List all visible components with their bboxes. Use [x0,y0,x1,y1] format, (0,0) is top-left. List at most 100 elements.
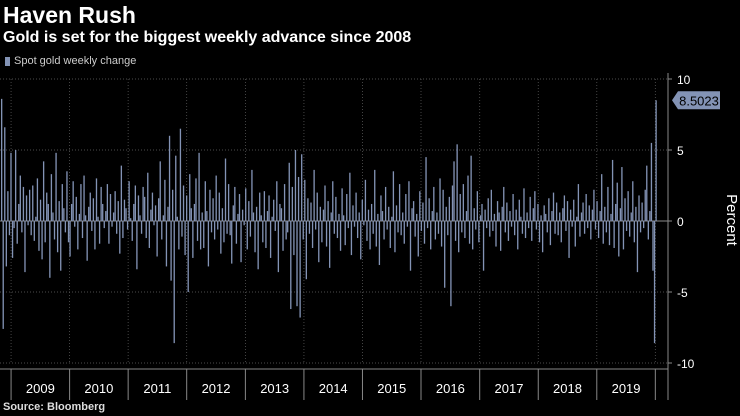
bar [285,221,287,240]
bar [226,221,228,234]
bar [605,221,608,233]
bar [618,221,620,257]
bar [430,221,432,250]
bar [329,221,331,268]
last-value-tag [672,91,720,110]
bar [114,191,116,221]
bar [307,198,309,221]
bar [287,221,289,233]
bar [18,203,20,221]
bar [277,221,280,273]
bar [627,191,629,221]
bar [470,155,472,221]
bar [611,159,614,221]
bar [237,213,239,221]
bar [546,221,548,233]
bar [148,221,150,248]
bar [229,221,231,236]
bar [576,216,578,221]
bar [210,221,213,233]
bar [254,221,256,253]
bar [84,215,87,221]
bar [301,154,303,221]
bar [395,205,398,221]
bar [4,127,6,221]
bar [412,201,415,221]
bar [315,221,317,230]
bar [167,206,169,221]
bar [481,203,483,221]
bar [593,189,595,221]
bar [168,135,171,221]
bar [280,208,283,221]
bar [24,221,26,273]
bar [577,184,580,221]
bar [248,201,250,221]
bar [98,221,101,244]
bar [32,185,34,221]
bar [638,195,640,221]
bar [440,221,443,247]
bar [52,212,54,221]
bar [120,165,123,221]
bar [41,221,43,260]
bar [507,221,510,241]
bar [590,221,592,240]
bar [223,221,225,243]
bar [588,205,590,221]
bar [647,221,649,240]
bar [568,221,570,258]
bar [259,192,261,221]
bar [392,171,395,221]
bar [520,216,522,221]
bar [173,221,175,344]
bar [251,169,253,221]
bar [178,221,180,250]
bar [492,221,494,231]
bar [184,221,186,256]
bar [461,221,463,233]
bar [529,196,531,221]
y-tick-label: -10 [677,357,695,371]
bar [375,221,377,247]
bar [55,152,57,221]
bar [10,152,12,221]
bar [624,198,626,221]
bar [234,186,236,221]
bar [109,194,112,221]
bar [77,221,79,250]
bar [510,221,513,227]
bar [112,212,115,221]
bar [615,203,617,221]
legend-swatch [5,56,10,66]
bar [464,221,466,239]
bar [66,171,68,221]
bar [338,213,340,221]
bar [349,172,351,221]
bar [263,191,266,221]
bar [363,221,365,226]
last-value-label: 8.5023 [679,93,719,108]
bar [403,221,405,244]
bar [538,221,541,243]
bar [105,211,107,221]
bar [423,221,426,244]
bar [364,179,367,221]
bar [308,221,311,234]
x-tick-label: 2011 [143,381,171,396]
bar [28,189,31,221]
bar [35,216,37,221]
bar [238,194,241,221]
bar [476,191,478,221]
bar [565,221,567,231]
bar [269,221,272,258]
bar [249,221,252,237]
bar [136,221,138,270]
bar [389,221,391,248]
bar [296,221,298,307]
bar [453,161,455,221]
bar [496,201,499,221]
bar [291,186,294,221]
bar [503,186,505,221]
